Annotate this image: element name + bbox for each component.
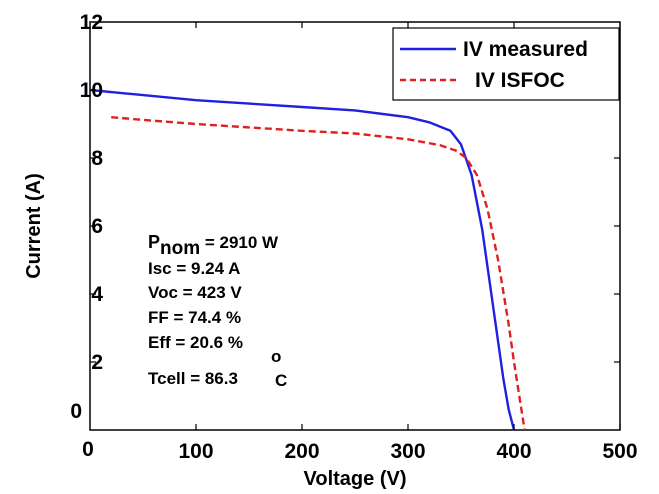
x-tick-label: 0 [82,438,94,461]
y-tick-label: 12 [80,11,103,34]
x-tick-label: 200 [284,440,319,463]
y-tick-label: 6 [91,215,103,238]
ticks-layer: 0 100 200 300 400 500 0 2 4 6 8 10 12 [70,11,637,463]
annotation-pnom: Pnom = 2910 W [148,232,279,259]
series-line-measured [89,88,516,431]
annotation-isc: Isc = 9.24 A [148,259,240,278]
y-tick-label: 10 [80,79,103,102]
y-axis-title: Current (A) [23,173,45,279]
y-tick-label: 4 [91,283,103,306]
series-layer [89,88,526,431]
legend-label-measured: IV measured [463,38,588,61]
y-tick-label: 2 [91,351,103,374]
x-tick-label: 500 [602,440,637,463]
annotation-voc: Voc = 423 V [148,283,242,302]
x-tick-label: 100 [178,440,213,463]
annotation-pnom-subscript: nom [160,238,200,259]
y-tick-label: 0 [70,400,82,423]
x-tick-label: 300 [390,440,425,463]
series-line-isfoc [111,116,526,431]
annotation-eff: Eff = 20.6 % [148,333,243,352]
annotation-pnom-value: = 2910 W [200,233,279,252]
annotation-tcell-unit: C [275,371,287,390]
x-tick-label: 400 [496,440,531,463]
legend-label-isfoc: IV ISFOC [475,69,565,92]
annotation-pnom-symbol: P [148,232,160,252]
annotation-tcell: Tcell = 86.3 [148,369,238,388]
annotation-tcell-degree: o [271,347,281,366]
legend: IV measured IV ISFOC [392,27,620,101]
y-tick-label: 8 [91,147,103,170]
x-axis-title: Voltage (V) [304,468,407,490]
parameter-annotations: Pnom = 2910 W Isc = 9.24 A Voc = 423 V F… [148,232,287,390]
legend-box [392,27,620,101]
annotation-ff: FF = 74.4 % [148,308,241,327]
